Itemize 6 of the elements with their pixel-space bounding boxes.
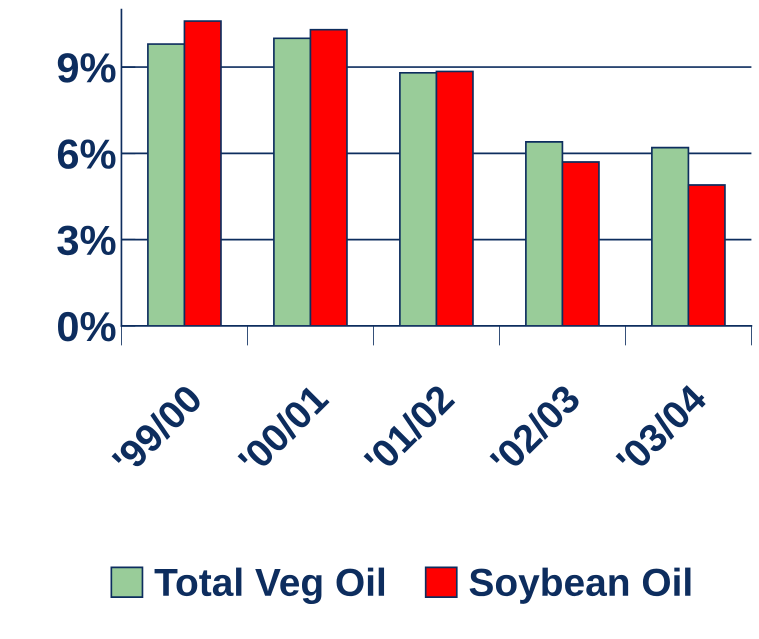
y-tick-label: 9% xyxy=(58,53,116,83)
legend-label: Total Veg Oil xyxy=(154,568,384,604)
y-tick-label: 0% xyxy=(58,312,116,342)
y-tick-label: 3% xyxy=(57,226,116,256)
legend-label: Soybean Oil xyxy=(470,568,690,604)
y-tick-label: 6% xyxy=(58,139,116,169)
